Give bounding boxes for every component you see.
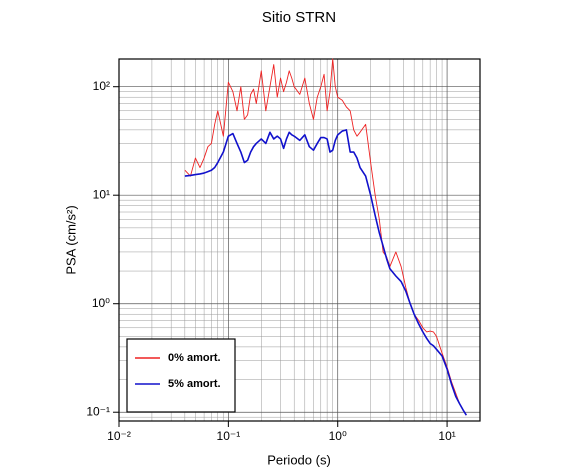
x-tick-label: 10⁰: [329, 429, 347, 443]
x-tick-label: 10⁻¹: [217, 429, 241, 443]
legend-box: [126, 338, 236, 413]
y-tick-label: 10²: [93, 79, 110, 93]
y-tick-label: 10⁰: [92, 296, 110, 310]
y-tick-label: 10¹: [93, 187, 110, 201]
chart-title: Sitio STRN: [262, 9, 336, 26]
x-tick-label: 10⁻²: [107, 429, 131, 443]
series-line: [184, 129, 468, 416]
x-tick-label: 10¹: [438, 429, 455, 443]
y-tick-label: 10⁻¹: [86, 404, 110, 418]
y-axis-label: PSA (cm/s²): [63, 205, 78, 274]
plot-frame: [118, 58, 481, 422]
x-axis-label: Periodo (s): [267, 452, 331, 467]
legend-label: 0% amort.: [168, 352, 221, 364]
legend-label: 5% amort.: [168, 378, 221, 390]
series-line: [184, 58, 467, 416]
